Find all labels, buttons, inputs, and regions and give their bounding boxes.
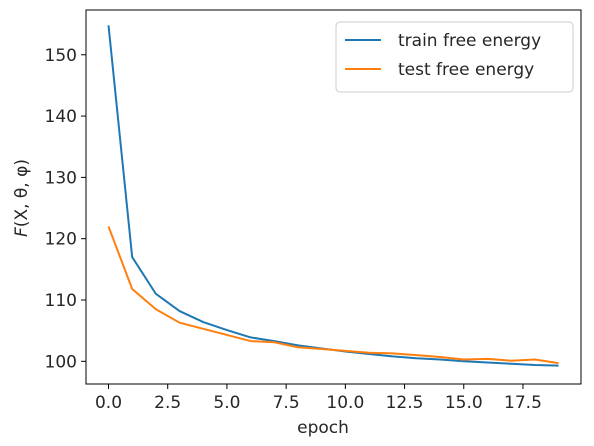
y-axis-ticks: 100 110 120 130 140 150 xyxy=(45,46,86,372)
y-tick-label: 140 xyxy=(45,107,77,127)
x-axis-ticks: 0.0 2.5 5.0 7.5 10.0 12.5 15.0 17.5 xyxy=(95,384,542,413)
y-tick-label: 120 xyxy=(45,230,77,250)
y-tick-label: 130 xyxy=(45,168,77,188)
legend-box xyxy=(335,21,574,93)
legend-label-test: test free energy xyxy=(398,60,534,80)
legend-label-train: train free energy xyxy=(398,31,541,51)
x-tick-label: 10.0 xyxy=(326,393,364,413)
series-lines xyxy=(107,25,559,367)
x-tick-label: 0.0 xyxy=(95,393,122,413)
y-axis-label: F(X, θ, φ) xyxy=(12,159,32,237)
series-line-test xyxy=(107,226,559,365)
x-tick-label: 2.5 xyxy=(154,393,181,413)
y-axis-label-args: (X, θ, φ) xyxy=(12,159,32,227)
x-tick-label: 12.5 xyxy=(386,393,424,413)
y-tick-label: 110 xyxy=(45,291,77,311)
x-tick-label: 17.5 xyxy=(504,393,542,413)
x-axis-label: epoch xyxy=(297,418,349,438)
plot-area: 0.0 2.5 5.0 7.5 10.0 12.5 15.0 17.5 100 110 120 13… xyxy=(45,9,582,413)
x-tick-label: 5.0 xyxy=(213,393,240,413)
x-tick-label: 7.5 xyxy=(273,393,300,413)
y-tick-label: 100 xyxy=(45,352,77,372)
axes-frame xyxy=(85,9,582,385)
y-axis-label-symbol: F xyxy=(12,227,32,237)
x-tick-label: 15.0 xyxy=(445,393,483,413)
legend: train free energy test free energy xyxy=(335,21,574,93)
y-tick-label: 150 xyxy=(45,46,77,66)
